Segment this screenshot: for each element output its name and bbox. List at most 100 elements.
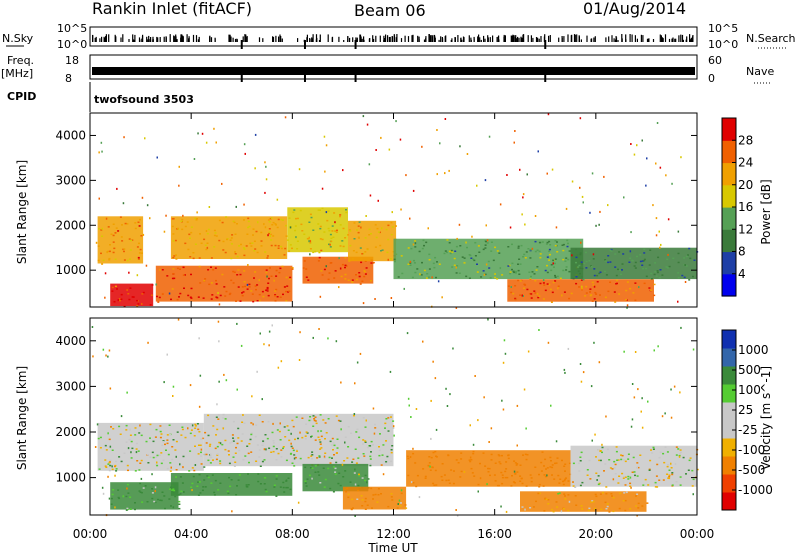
scatter-cell (358, 237, 360, 239)
noise-bar (578, 35, 580, 42)
scatter-cell (636, 462, 639, 464)
scatter-cell (505, 461, 508, 463)
scatter-cell (413, 259, 415, 262)
scatter-cell (282, 486, 285, 489)
scatter-cell (358, 473, 360, 476)
scatter-cell (260, 231, 263, 234)
scatter-cell (523, 253, 526, 256)
echo-point (240, 344, 243, 347)
noise-bar (385, 34, 387, 42)
scatter-cell (604, 259, 607, 261)
scatter-cell (486, 242, 489, 244)
scatter-cell (229, 442, 232, 444)
scatter-cell (375, 236, 378, 239)
scatter-cell (579, 460, 582, 462)
scatter-cell (245, 485, 248, 488)
scatter-cell (524, 453, 527, 456)
echo-point (439, 142, 441, 145)
scatter-cell (327, 467, 330, 470)
scatter-cell (513, 271, 516, 274)
echo-point (407, 397, 410, 400)
echo-point (421, 145, 423, 148)
colorbar-segment (722, 348, 736, 367)
scatter-cell (570, 292, 573, 295)
scatter-cell (463, 262, 466, 264)
scatter-cell (552, 259, 555, 262)
echo-point (172, 506, 175, 509)
scatter-cell (329, 487, 332, 490)
scatter-cell (142, 487, 145, 489)
scatter-cell (317, 223, 320, 225)
scatter-cell (625, 289, 628, 292)
scatter-cell (390, 221, 393, 224)
scatter-cell (139, 482, 142, 485)
scatter-cell (279, 439, 282, 441)
scatter-cell (299, 209, 302, 212)
scatter-cell (189, 256, 192, 258)
scatter-cell (248, 225, 251, 228)
scatter-cell (139, 491, 142, 493)
scatter-cell (558, 482, 561, 484)
scatter-cell (134, 222, 137, 224)
echo-point (141, 303, 143, 305)
echo-point (159, 268, 161, 271)
colorbar-segment (722, 229, 736, 253)
scatter-cell (241, 433, 244, 435)
scatter-cell (141, 293, 144, 295)
scatter-cell (187, 248, 190, 251)
scatter-cell (216, 428, 219, 431)
scatter-band (203, 413, 394, 467)
scatter-cell (285, 290, 288, 293)
scatter-cell (637, 507, 640, 509)
scatter-cell (213, 234, 216, 237)
scatter-cell (352, 507, 354, 509)
scatter-cell (696, 468, 699, 471)
scatter-cell (568, 462, 571, 465)
scatter-cell (450, 249, 453, 252)
scatter-cell (689, 457, 692, 459)
scatter-cell (247, 220, 250, 223)
scatter-cell (643, 259, 646, 262)
echo-point (519, 168, 521, 171)
scatter-cell (585, 292, 588, 294)
echo-point (221, 182, 223, 185)
echo-point (197, 132, 199, 135)
scatter-cell (643, 258, 646, 261)
scatter-cell (134, 470, 137, 472)
scatter-cell (530, 477, 533, 479)
scatter-cell (556, 506, 559, 508)
scatter-cell (407, 457, 410, 460)
scatter-cell (327, 418, 330, 420)
echo-point (217, 320, 220, 323)
colorbar-segment (722, 456, 736, 475)
scatter-cell (666, 451, 669, 453)
scatter-cell (166, 434, 169, 436)
scatter-cell (295, 416, 298, 418)
scatter-cell (178, 500, 181, 503)
echo-point (269, 235, 271, 238)
scatter-cell (358, 275, 361, 278)
scatter-cell (534, 292, 537, 294)
scatter-cell (604, 463, 607, 465)
noise-bar (163, 36, 165, 42)
scatter-cell (581, 287, 583, 290)
scatter-cell (505, 468, 508, 470)
noise-bar (532, 37, 534, 42)
scatter-cell (344, 436, 347, 438)
echo-point (200, 448, 203, 451)
scatter-cell (175, 476, 177, 478)
echo-point (456, 237, 458, 240)
noise-bar (383, 39, 385, 42)
echo-point (474, 375, 476, 377)
scatter-cell (401, 272, 404, 275)
scatter-cell (97, 437, 100, 440)
scatter-cell (128, 298, 131, 301)
scatter-cell (329, 440, 332, 443)
scatter-cell (334, 467, 337, 470)
scatter-cell (136, 299, 139, 302)
scatter-cell (485, 240, 487, 243)
scatter-cell (232, 437, 234, 439)
scatter-cell (514, 462, 517, 464)
noise-bar (312, 34, 314, 42)
scatter-cell (161, 269, 164, 271)
